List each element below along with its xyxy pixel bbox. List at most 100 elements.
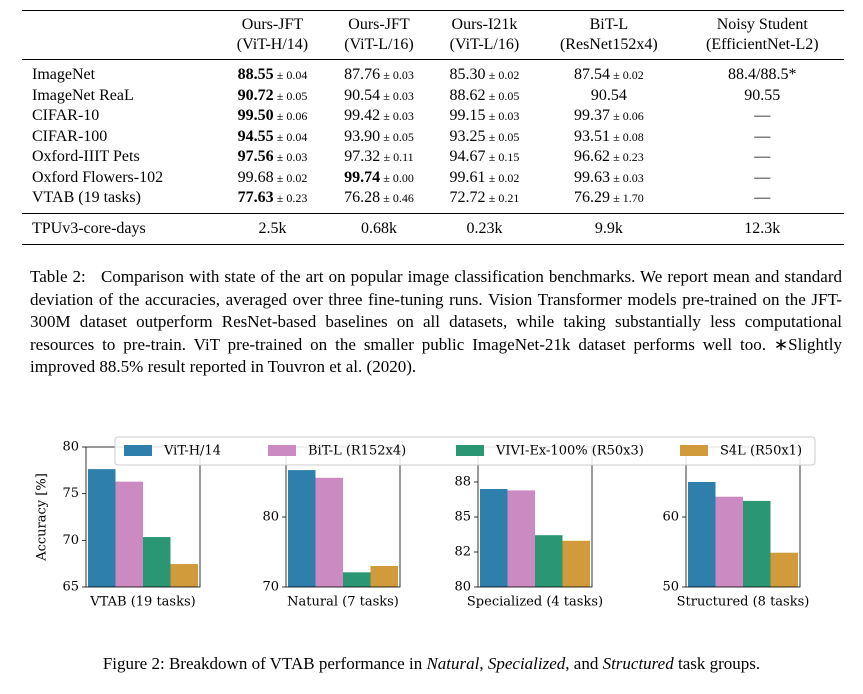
cell-std: ± 0.11 — [383, 150, 414, 164]
cell-mean: 85.30 — [449, 66, 486, 83]
table-cell: 0.23k — [466, 219, 503, 237]
cell-mean: 99.42 — [344, 107, 381, 124]
cell-mean: 96.62 — [573, 148, 610, 165]
table-cell: 97.56 ± 0.03 — [219, 147, 327, 168]
bar — [288, 470, 316, 587]
bar — [688, 482, 716, 587]
caption-part: Natural — [426, 654, 480, 673]
bar — [480, 489, 508, 587]
y-tick-label: 65 — [62, 580, 79, 595]
table-row: VTAB (19 tasks) 77.63 ± 0.23 76.28 ± 0.46 7… — [22, 188, 844, 213]
cell-mean: 94.67 — [449, 148, 486, 165]
legend-swatch — [456, 445, 484, 456]
caption-part: Figure 2: Breakdown of VTAB performance … — [102, 654, 427, 673]
table-caption: Table 2: Comparison with state of the ar… — [30, 266, 842, 379]
cell-mean: — — [754, 148, 771, 165]
table-cell: 99.61 ± 0.02 — [432, 168, 537, 189]
bar — [562, 540, 590, 587]
bar — [535, 535, 563, 587]
column-header: Ours-I21k (ViT-L/16) — [432, 11, 537, 60]
y-tick-label: 88 — [454, 475, 471, 490]
row-label: CIFAR-10 — [32, 107, 100, 124]
table-cell: — — [681, 127, 844, 148]
bar — [170, 564, 198, 587]
bar — [715, 496, 743, 587]
cell-mean: 90.55 — [744, 86, 781, 104]
cell-mean: 97.56 — [237, 148, 274, 165]
y-tick-label: 80 — [454, 580, 471, 595]
y-tick-label: 60 — [662, 510, 679, 525]
cell-std: ± 0.02 — [488, 170, 520, 185]
results-table: Ours-JFT (ViT-H/14) Ours-JFT (ViT-L/16) Ours… — [22, 10, 844, 245]
cell-mean: 93.25 — [449, 127, 486, 145]
cell-std: ± 0.03 — [383, 109, 414, 123]
caption-part: , — [479, 654, 488, 673]
cell-std: ± 1.70 — [613, 191, 644, 205]
cell-std: ± 0.02 — [488, 68, 520, 82]
table-row: CIFAR-100 94.55 ± 0.04 93.90 ± 0.05 93.25 ±… — [22, 127, 844, 148]
header-line: (ViT-L/16) — [449, 36, 520, 53]
bar — [507, 490, 535, 587]
cell-std: ± 0.03 — [383, 88, 414, 103]
cell-mean: — — [754, 107, 771, 124]
row-label: VTAB (19 tasks) — [32, 189, 141, 206]
table-cell: 99.74 ± 0.00 — [326, 168, 431, 189]
table-cell: 93.25 ± 0.05 — [432, 127, 537, 148]
cell-std: ± 0.05 — [488, 88, 520, 103]
row-label: Oxford Flowers-102 — [32, 168, 164, 186]
y-tick-label: 80 — [262, 510, 279, 525]
table-cell: 99.42 ± 0.03 — [326, 106, 431, 127]
legend-label: ViT-H/14 — [163, 444, 221, 459]
table-cell: 85.30 ± 0.02 — [432, 60, 537, 86]
table-body: ImageNet 88.55 ± 0.04 87.76 ± 0.03 85.30 ± … — [22, 60, 844, 214]
table-cell: 90.55 — [681, 86, 844, 107]
cell-std: ± 0.23 — [276, 191, 308, 205]
cell-std: ± 0.03 — [613, 170, 644, 185]
table-cell: — — [681, 106, 844, 127]
caption-part: Structured — [602, 654, 674, 673]
table-cell: 87.76 ± 0.03 — [326, 60, 431, 86]
header-line: Noisy Student — [716, 16, 808, 33]
y-tick-label: 82 — [454, 545, 471, 560]
cell-std: ± 0.03 — [276, 150, 308, 164]
table-row: ImageNet ReaL 90.72 ± 0.05 90.54 ± 0.03 88.… — [22, 86, 844, 107]
table-cell: 99.50 ± 0.06 — [219, 106, 327, 127]
y-tick-label: 85 — [454, 510, 471, 525]
cell-mean: — — [754, 189, 771, 206]
column-header: Ours-JFT (ViT-H/14) — [219, 11, 327, 60]
table-row: ImageNet 88.55 ± 0.04 87.76 ± 0.03 85.30 ± … — [22, 60, 844, 86]
cell-mean: 99.15 — [449, 107, 486, 124]
cell-std: ± 0.23 — [613, 150, 644, 164]
caption-part: , and — [565, 654, 603, 673]
row-label: ImageNet — [32, 66, 96, 83]
table-cell: 87.54 ± 0.02 — [537, 60, 680, 86]
table-cell: 77.63 ± 0.23 — [219, 188, 327, 213]
y-tick-label: 70 — [62, 533, 79, 548]
figure: 65 70 75 80 VTAB (19 tasks) Accuracy [%] 70 80 N… — [35, 436, 816, 610]
x-axis-label: VTAB (19 tasks) — [89, 595, 195, 610]
table-cell: 93.51 ± 0.08 — [537, 127, 680, 148]
table-cell: 99.37 ± 0.06 — [537, 106, 680, 127]
table-cell: 0.68k — [360, 219, 397, 237]
table-cell: 88.62 ± 0.05 — [432, 86, 537, 107]
header-line: Ours-JFT — [348, 16, 410, 33]
cell-std: ± 0.05 — [276, 88, 308, 103]
cell-mean: 88.4/88.5* — [728, 66, 797, 83]
table-cell: 99.63 ± 0.03 — [537, 168, 680, 189]
cell-mean: 94.55 — [237, 127, 274, 145]
column-header: Noisy Student (EfficientNet-L2) — [681, 11, 844, 60]
row-label: CIFAR-100 — [32, 127, 108, 145]
table-cell: — — [681, 188, 844, 213]
cell-mean: 88.62 — [449, 86, 486, 104]
table-cell: 2.5k — [258, 219, 287, 237]
legend-swatch — [680, 445, 708, 456]
bar — [770, 552, 798, 587]
cell-std: ± 0.46 — [383, 191, 414, 205]
bar — [115, 481, 143, 587]
table-cell: 90.54 ± 0.03 — [326, 86, 431, 107]
cell-std: ± 0.04 — [276, 129, 308, 144]
cell-mean: 97.32 — [344, 148, 381, 165]
cell-mean: 90.54 — [344, 86, 381, 104]
y-tick-label: 75 — [62, 486, 79, 501]
y-axis-label: Accuracy [%] — [35, 473, 50, 562]
